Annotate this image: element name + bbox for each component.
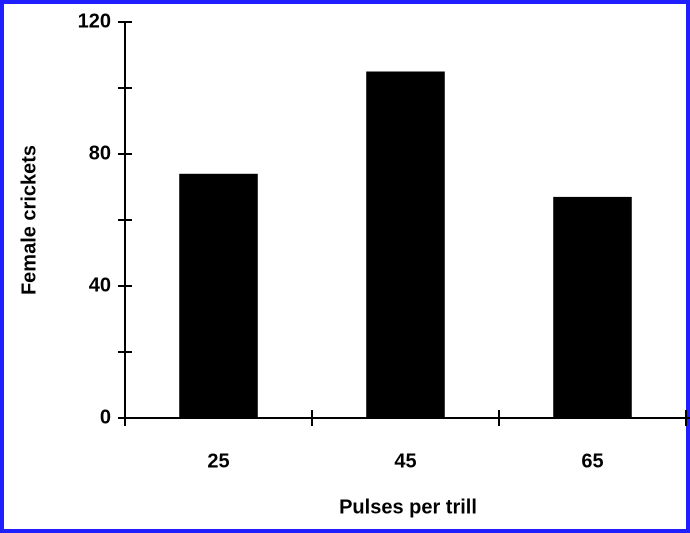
x-tick-label: 65 xyxy=(581,450,603,472)
y-tick-label: 120 xyxy=(78,10,111,32)
x-tick-label: 25 xyxy=(207,450,229,472)
y-tick-label: 80 xyxy=(89,142,111,164)
y-axis-label: Female crickets xyxy=(18,145,40,295)
y-tick-label: 40 xyxy=(89,274,111,296)
bar xyxy=(179,173,258,418)
bar xyxy=(553,196,632,418)
bar xyxy=(366,71,445,418)
x-tick-label: 45 xyxy=(394,450,416,472)
x-axis-label: Pulses per trill xyxy=(339,496,477,518)
y-tick-label: 0 xyxy=(100,406,111,428)
